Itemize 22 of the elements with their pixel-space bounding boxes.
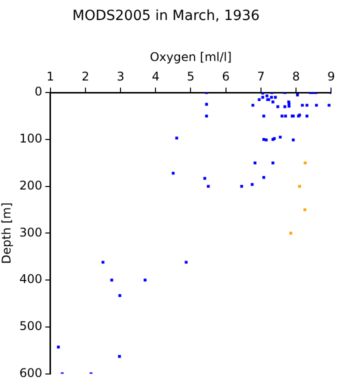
x-tick-label: 1 [46,70,54,84]
y-tick-label: 100 [19,132,42,146]
chart-title: MODS2005 in March, 1936 [72,8,260,24]
x-tick-label: 9 [327,70,336,84]
y-tick-label: 500 [19,319,42,334]
x-tick-label: 4 [152,70,160,84]
point [298,184,301,188]
point [304,161,307,164]
x-tick-label: 6 [222,70,230,84]
y-tick-label: 600 [19,366,42,380]
x-tick-label: 3 [116,70,124,84]
x-tick-label: 8 [292,70,300,84]
y-axis-title: Depth [m] [0,202,14,264]
y-tick-label: 400 [19,272,42,286]
x-tick-label: 2 [82,70,90,84]
y-tick-label: 200 [19,178,42,192]
x-tick-label: 7 [257,70,265,84]
point [303,208,306,212]
y-tick-label: 300 [19,225,42,240]
x-tick-label: 5 [186,70,195,84]
y-tick-label: 0 [34,84,42,99]
x-axis-title: Oxygen [ml/l] [150,50,232,64]
